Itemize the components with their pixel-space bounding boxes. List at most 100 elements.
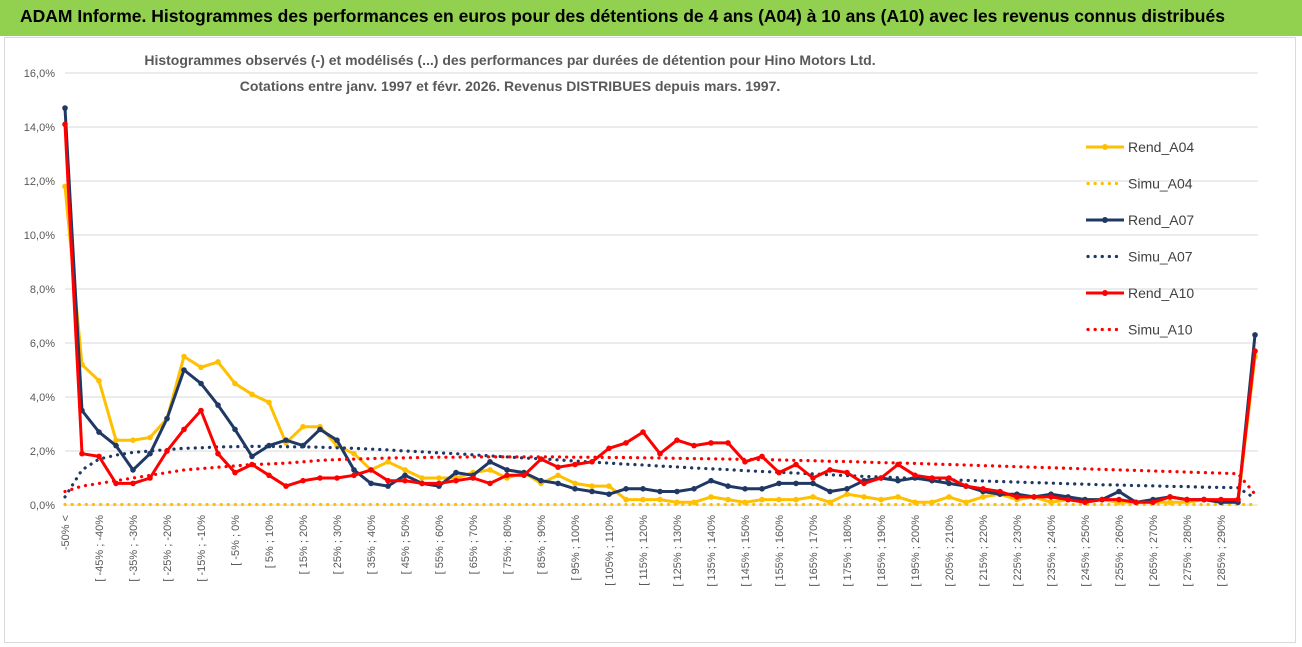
data-point-rend-a10 (1133, 499, 1139, 506)
data-point-rend-a10 (929, 475, 935, 481)
data-point-rend-a04 (691, 499, 697, 506)
data-point-rend-a04 (266, 399, 272, 406)
x-tick-label: [ -25% ; -20% (162, 515, 174, 582)
data-point-rend-a07 (606, 491, 612, 498)
x-tick-label: [ 115% ; 120% (638, 515, 650, 586)
x-tick-label: [ 285% ; 290% (1216, 515, 1228, 587)
x-tick-label: [ -45% ; -40% (94, 515, 106, 582)
y-tick-label: 8,0% (30, 284, 55, 296)
x-tick-label: [ -5% ; 0% (230, 515, 242, 566)
data-point-rend-a07 (725, 483, 731, 489)
data-point-rend-a07 (708, 477, 714, 484)
data-point-rend-a10 (164, 448, 170, 454)
data-point-rend-a07 (640, 486, 646, 492)
data-point-rend-a10 (487, 480, 493, 487)
x-tick-label: [ -35% ; -30% (128, 515, 140, 582)
data-point-rend-a04 (606, 483, 612, 489)
chart-frame (4, 37, 1296, 643)
x-axis-ticks: -50% < [ -45% ; -40% [ -35% ; -30% [ -25% ;… (60, 515, 1228, 587)
data-point-rend-a04 (232, 380, 238, 387)
data-point-rend-a10 (640, 429, 646, 435)
data-point-rend-a10 (725, 440, 731, 446)
data-point-rend-a07 (776, 480, 782, 487)
x-tick-label: [ 205% ; 210% (944, 515, 956, 587)
data-point-rend-a10 (368, 467, 374, 473)
data-point-rend-a10 (912, 472, 918, 479)
x-tick-label: [ 255% ; 260% (1114, 515, 1126, 587)
data-point-rend-a10 (589, 459, 595, 465)
data-point-rend-a04 (385, 459, 391, 465)
legend-marker-rend-a04 (1102, 144, 1108, 150)
data-point-rend-a10 (1082, 499, 1088, 506)
data-point-rend-a10 (997, 488, 1003, 495)
data-point-rend-a10 (1235, 496, 1241, 503)
legend-marker-rend-a07 (1102, 217, 1108, 223)
data-point-rend-a10 (1065, 496, 1071, 503)
data-point-rend-a07 (657, 488, 663, 495)
data-point-rend-a07 (589, 488, 595, 495)
data-point-rend-a07 (674, 488, 680, 495)
data-point-rend-a10 (1184, 496, 1190, 503)
data-point-rend-a10 (827, 467, 833, 473)
data-point-rend-a04 (776, 496, 782, 503)
data-point-rend-a07 (249, 453, 255, 460)
series-lines (62, 105, 1258, 507)
data-point-rend-a07 (555, 480, 561, 487)
y-tick-label: 4,0% (30, 392, 55, 404)
data-point-rend-a10 (708, 440, 714, 446)
data-point-rend-a10 (674, 437, 680, 444)
data-point-rend-a07 (215, 402, 221, 408)
data-point-rend-a10 (606, 445, 612, 452)
y-tick-label: 16,0% (24, 68, 55, 80)
x-tick-label: [ 235% ; 240% (1046, 515, 1058, 587)
x-tick-label: [ 265% ; 270% (1148, 515, 1160, 587)
data-point-rend-a04 (181, 353, 187, 360)
data-point-rend-a04 (946, 494, 952, 500)
y-axis-ticks: 0,0% 2,0% 4,0% 6,0% 8,0% 10,0% 12,0% 14,0% 16,0% (24, 68, 55, 512)
data-point-rend-a07 (113, 442, 119, 449)
data-point-rend-a10 (810, 475, 816, 481)
data-point-rend-a10 (1014, 494, 1020, 500)
data-point-rend-a10 (181, 426, 187, 433)
data-point-rend-a04 (215, 359, 221, 365)
x-tick-label: [ 35% ; 40% (366, 515, 378, 575)
data-point-rend-a07 (453, 469, 459, 476)
data-point-rend-a07 (351, 467, 357, 473)
x-tick-label: [ 195% ; 200% (910, 515, 922, 587)
data-point-rend-a04 (623, 496, 629, 503)
data-point-rend-a10 (963, 483, 969, 489)
data-point-rend-a10 (504, 472, 510, 479)
x-tick-label: [ 55% ; 60% (434, 515, 446, 575)
data-point-rend-a07 (198, 380, 204, 387)
data-point-rend-a04 (759, 496, 765, 503)
y-tick-label: 10,0% (24, 230, 55, 242)
data-point-rend-a04 (419, 475, 425, 481)
data-point-rend-a07 (1116, 488, 1122, 495)
data-point-rend-a10 (215, 450, 221, 457)
data-point-rend-a10 (1252, 348, 1258, 354)
data-point-rend-a07 (402, 472, 408, 479)
x-tick-label: [ 165% ; 170% (808, 515, 820, 587)
data-point-rend-a10 (878, 475, 884, 481)
legend-label-rend-a04: Rend_A04 (1128, 139, 1194, 155)
x-tick-label: [ 65% ; 70% (468, 515, 480, 575)
chart-title-line-2: Cotations entre janv. 1997 et févr. 2026… (240, 78, 781, 94)
data-point-rend-a07 (946, 480, 952, 487)
data-point-rend-a04 (640, 496, 646, 503)
data-point-rend-a10 (470, 475, 476, 481)
y-tick-label: 12,0% (24, 176, 55, 188)
data-point-rend-a10 (351, 472, 357, 479)
gridlines (65, 72, 1258, 506)
legend-label-simu-a04: Simu_A04 (1128, 176, 1193, 192)
data-point-rend-a10 (861, 480, 867, 487)
data-point-rend-a04 (810, 494, 816, 500)
legend-label-rend-a10: Rend_A10 (1128, 285, 1194, 301)
data-point-rend-a07 (895, 477, 901, 484)
data-point-rend-a10 (317, 475, 323, 481)
data-point-rend-a07 (385, 483, 391, 489)
data-point-rend-a07 (793, 480, 799, 487)
data-point-rend-a10 (521, 472, 527, 479)
y-tick-label: 6,0% (30, 338, 55, 350)
x-tick-label: [ 215% ; 220% (978, 515, 990, 587)
